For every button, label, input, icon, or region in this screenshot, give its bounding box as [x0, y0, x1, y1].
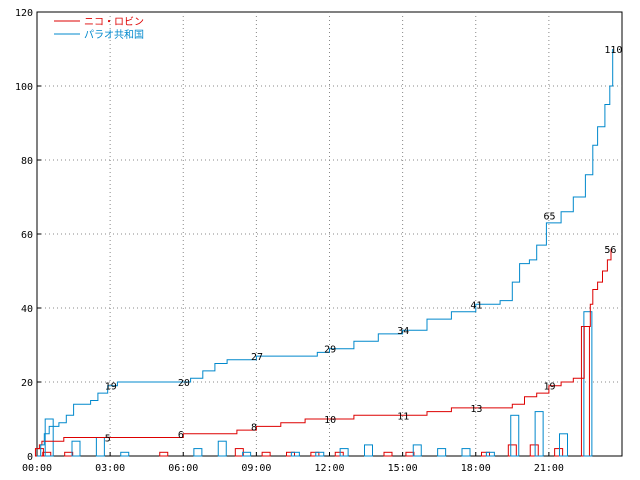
annotation-robin: 5 [105, 434, 111, 445]
series-lines [37, 49, 614, 457]
bar-palau [461, 448, 471, 457]
y-tick-label: 20 [21, 378, 33, 389]
bar-palau [364, 444, 373, 457]
annotation-robin: 19 [543, 382, 555, 393]
bar-palau [71, 440, 81, 457]
bar-palau [120, 451, 130, 457]
annotation-robin: 56 [604, 245, 616, 256]
x-tick-label: 15:00 [388, 463, 418, 474]
annotation-palau: 27 [251, 352, 263, 363]
annotation-palau: 65 [543, 212, 555, 223]
bar-robin [334, 451, 344, 457]
annotation-palau: 34 [397, 326, 409, 337]
annotation-palau: 20 [178, 378, 190, 389]
annotation-robin: 6 [178, 430, 184, 441]
y-gridlines [37, 85, 622, 383]
bar-palau [217, 440, 227, 457]
bar-robin [286, 451, 295, 457]
annotation-robin: 10 [324, 415, 336, 426]
bar-robin [554, 448, 564, 457]
bar-palau [44, 418, 54, 457]
bar-palau [437, 448, 447, 457]
y-tick-label: 40 [21, 304, 33, 315]
bar-palau [315, 451, 325, 457]
bar-robin [234, 448, 244, 457]
bar-palau [412, 444, 422, 457]
bar-palau [534, 411, 544, 457]
annotation-palau: 41 [470, 300, 482, 311]
annotation-robin: 8 [251, 422, 257, 433]
bar-palau [290, 451, 300, 457]
bar-robin [507, 444, 517, 457]
bar-palau [95, 437, 105, 457]
legend-label-palau: パラオ共和国 [84, 29, 144, 41]
bar-palau [242, 451, 252, 457]
bar-palau [339, 448, 349, 457]
x-tick-label: 12:00 [314, 463, 344, 474]
y-axis: 0 20 40 60 80 100 120 [15, 8, 41, 463]
bar-robin [405, 451, 415, 457]
y-tick-label: 100 [15, 82, 33, 93]
bar-palau [485, 451, 495, 457]
x-tick-label: 03:00 [95, 463, 125, 474]
bar-robin [42, 451, 52, 457]
bar-robin [310, 451, 320, 457]
bar-robin [580, 326, 590, 457]
bar-robin [383, 451, 393, 457]
annotation-robin: 11 [397, 411, 409, 422]
annotation-robin: 13 [470, 404, 482, 415]
bar-palau [193, 448, 203, 457]
y-tick-label: 80 [21, 156, 33, 167]
x-tick-label: 18:00 [461, 463, 491, 474]
bar-robin [64, 451, 74, 457]
annotation-palau: 29 [324, 345, 336, 356]
annotation-palau: 19 [105, 382, 117, 393]
x-tick-label: 09:00 [241, 463, 271, 474]
annotation-palau: 110 [604, 45, 622, 56]
x-tick-label: 00:00 [22, 463, 52, 474]
x-tick-label: 06:00 [168, 463, 198, 474]
y-tick-label: 60 [21, 230, 33, 241]
bar-robin [159, 451, 169, 457]
legend-label-robin: ニコ・ロビン [84, 16, 144, 28]
bars [34, 311, 593, 457]
legend: ニコ・ロビン パラオ共和国 [54, 16, 144, 41]
x-axis: 00:00 03:00 06:00 09:00 12:00 15:00 18:00 21:00 [22, 452, 564, 474]
bar-robin [261, 451, 271, 457]
bar-palau [583, 311, 593, 457]
y-tick-label: 0 [27, 452, 33, 463]
x-tick-label: 21:00 [534, 463, 564, 474]
bar-palau [510, 414, 520, 457]
series-line-palau [37, 49, 614, 457]
bar-robin [481, 451, 490, 457]
y-tick-label: 120 [15, 8, 33, 19]
bar-robin [529, 444, 539, 457]
series-line-robin [37, 248, 612, 450]
bar-palau [559, 433, 568, 457]
